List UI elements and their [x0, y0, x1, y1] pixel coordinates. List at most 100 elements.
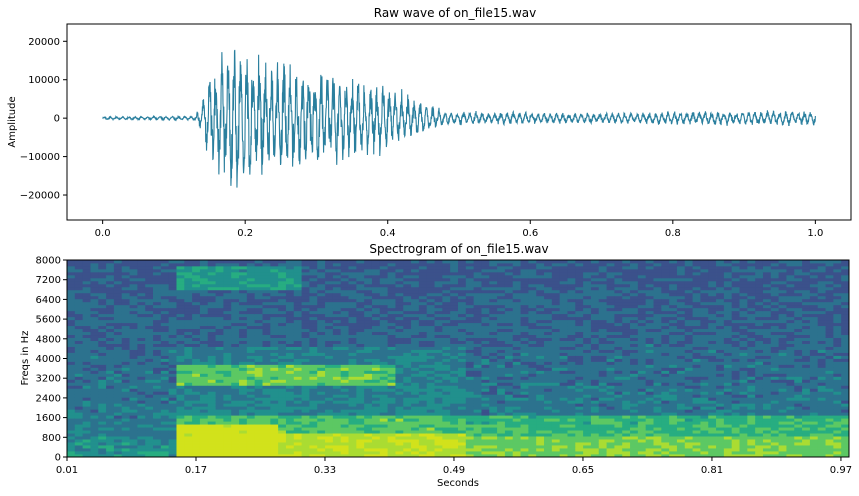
- spectrogram-cell: [199, 358, 209, 362]
- spectrogram-cell: [113, 262, 123, 267]
- spectrogram-cell: [317, 403, 326, 407]
- spectrogram-cell: [512, 268, 521, 273]
- spectrogram-cell: [411, 397, 420, 401]
- spectrogram-cell: [630, 382, 639, 386]
- spectrogram-cell: [137, 316, 146, 321]
- spectrogram-cell: [590, 454, 600, 458]
- spectrogram-cell: [387, 340, 396, 344]
- spectrogram-cell: [348, 448, 357, 452]
- spectrogram-cell: [559, 346, 568, 350]
- spectrogram-cell: [504, 355, 514, 359]
- spectrogram-cell: [309, 268, 318, 273]
- spectrogram-cell: [239, 313, 248, 318]
- spectrogram-cell: [129, 415, 138, 419]
- spectrogram-cell: [113, 334, 123, 338]
- spectrogram-cell: [113, 355, 123, 359]
- spectrogram-cell: [239, 361, 248, 365]
- spectrogram-cell: [544, 310, 553, 315]
- spectrogram-cell: [504, 262, 514, 267]
- spectrogram-cell: [309, 328, 318, 333]
- spectrogram-cell: [278, 295, 287, 300]
- spectrogram-cell: [395, 355, 404, 359]
- spectrogram-cell: [168, 301, 177, 306]
- spectrogram-cell: [184, 331, 193, 336]
- spectrogram-cell: [309, 331, 318, 336]
- spectrogram-cell: [606, 307, 615, 312]
- spectrogram-cell: [340, 307, 349, 312]
- spectrogram-cell: [606, 292, 615, 297]
- spectrogram-cell: [356, 260, 365, 264]
- spectrogram-cell: [403, 409, 412, 413]
- spectrogram-cell: [630, 436, 639, 440]
- spectrogram-cell: [67, 394, 76, 398]
- spectrogram-cell: [512, 406, 521, 410]
- spectrogram-cell: [387, 346, 396, 350]
- spectrogram-cell: [129, 283, 138, 288]
- spectrogram-cell: [192, 310, 201, 315]
- spectrogram-cell: [270, 313, 279, 318]
- spectrogram-cell: [207, 427, 216, 431]
- spectrogram-cell: [606, 445, 615, 449]
- spectrogram-cell: [630, 409, 639, 413]
- spectrogram-cell: [637, 316, 647, 321]
- spectrogram-cell: [239, 370, 248, 374]
- spectrogram-cell: [278, 325, 287, 330]
- spectrogram-cell: [536, 334, 545, 338]
- spectrogram-cell: [567, 313, 576, 318]
- spectrogram-cell: [356, 274, 365, 279]
- spectrogram-cell: [473, 430, 482, 434]
- spectrogram-cell: [387, 442, 396, 446]
- spectrogram-cell: [645, 271, 654, 276]
- spectrogram-cell: [387, 409, 396, 413]
- spectrogram-cell: [606, 337, 615, 341]
- spectrogram-cell: [246, 424, 256, 428]
- spectrogram-cell: [528, 424, 537, 428]
- spectrogram-cell: [473, 433, 482, 437]
- spectrogram-cell: [606, 421, 615, 425]
- spectrogram-cell: [567, 295, 576, 300]
- spectrogram-cell: [473, 310, 482, 315]
- spectrogram-cell: [371, 280, 381, 285]
- spectrogram-cell: [536, 391, 545, 395]
- spectrogram-cell: [371, 400, 381, 404]
- spectrogram-cell: [262, 451, 271, 455]
- spectrogram-cell: [637, 373, 647, 377]
- spectrogram-cell: [317, 271, 326, 276]
- spectrogram-cell: [379, 388, 389, 392]
- spectrogram-cell: [215, 373, 224, 377]
- spectrogram-cell: [403, 340, 412, 344]
- spectrogram-cell: [129, 424, 138, 428]
- spectrogram-cell: [411, 295, 420, 300]
- spectrogram-cell: [192, 388, 201, 392]
- spectrogram-cell: [254, 421, 263, 425]
- spectrogram-cell: [590, 394, 600, 398]
- spectrogram-cell: [199, 349, 209, 353]
- spectrogram-cell: [317, 340, 326, 344]
- spectrogram-cell: [176, 370, 185, 374]
- spectrogram-cell: [395, 328, 404, 333]
- spectrogram-cell: [262, 298, 271, 303]
- spectrogram-cell: [67, 448, 76, 452]
- spectrogram-cell: [348, 337, 357, 341]
- spectrogram-cell: [184, 274, 193, 279]
- spectrogram-cell: [544, 394, 553, 398]
- spectrogram-cell: [293, 274, 302, 279]
- spectrogram-cell: [74, 310, 84, 315]
- spectrogram-cell: [528, 388, 537, 392]
- spectrogram-cell: [551, 418, 561, 422]
- spectrogram-cell: [137, 358, 146, 362]
- spectrogram-cell: [567, 433, 576, 437]
- spectrogram-cell: [411, 454, 420, 458]
- spectrogram-cell: [309, 316, 318, 321]
- spectrogram-cell: [223, 328, 232, 333]
- spectrogram-cell: [98, 295, 107, 300]
- spectrogram-cell: [630, 310, 639, 315]
- spectrogram-cell: [450, 328, 459, 333]
- spectrogram-cell: [82, 370, 91, 374]
- spectrogram-cell: [551, 295, 561, 300]
- spectrogram-cell: [199, 397, 209, 401]
- spectrogram-cell: [512, 316, 521, 321]
- spectrogram-cell: [348, 373, 357, 377]
- spectrogram-cell: [481, 433, 490, 437]
- spectrogram-cell: [317, 286, 326, 291]
